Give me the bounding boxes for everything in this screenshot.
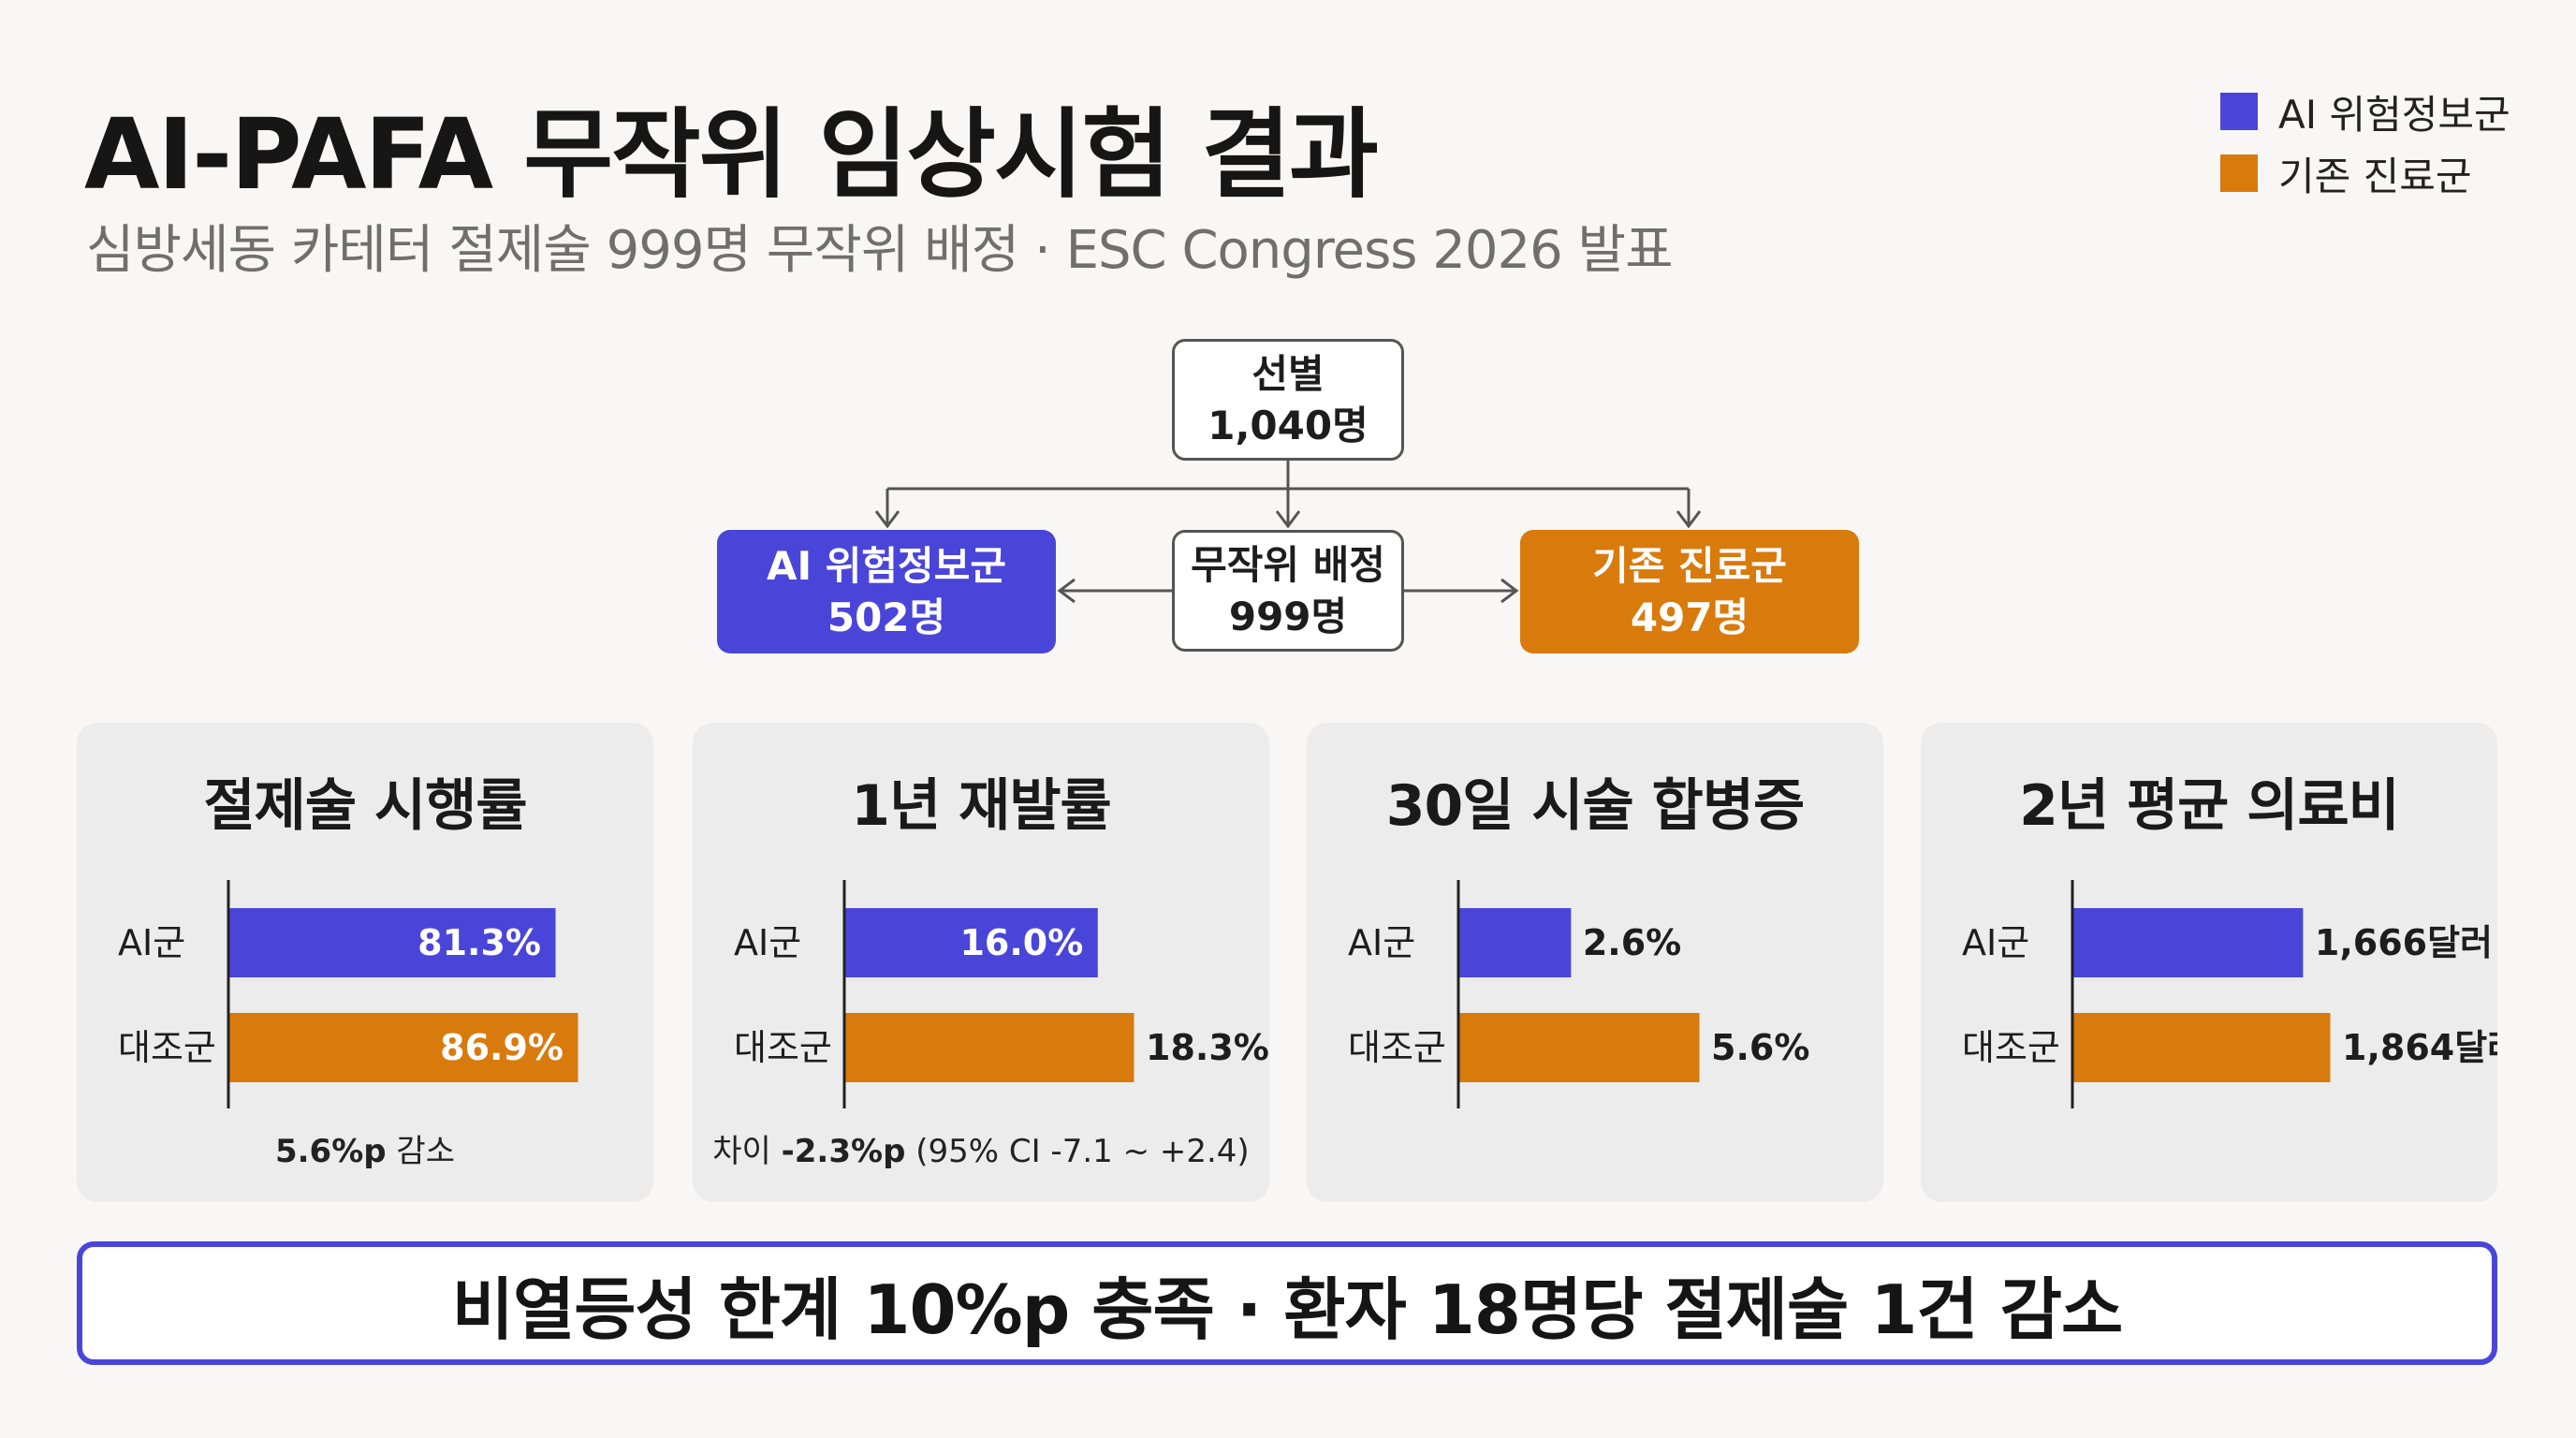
bar (2073, 1013, 2331, 1082)
card-ablation-rate: 절제술 시행률 AI군 81.3% 대조군 86.9% 5.6%p 감소 (77, 723, 653, 1202)
screening-count: 1,040명 (1208, 403, 1368, 448)
bar-chart-recurrence-rate: AI군 16.0% 대조군 18.3% (734, 880, 1269, 1108)
category-label: 대조군 (1348, 1027, 1446, 1068)
legend-swatch-ai (2220, 93, 2258, 130)
flow-connectors (874, 461, 1702, 604)
card-title: 2년 평균 의료비 (2019, 773, 2400, 839)
legend-item-standard: 기존 진료군 (2220, 142, 2510, 204)
value-label: 18.3% (1146, 1027, 1269, 1068)
bar (845, 1013, 1134, 1082)
card-title: 1년 재발률 (851, 773, 1111, 839)
legend-label-ai: AI 위험정보군 (2278, 91, 2510, 138)
randomized-count: 999명 (1228, 594, 1348, 639)
page-subtitle: 심방세동 카테터 절제술 999명 무작위 배정 · ESC Congress … (86, 220, 1674, 281)
note-bold-value: -2.3%p (781, 1133, 906, 1170)
card-note: 차이 -2.3%p (95% CI -7.1 ~ +2.4) (693, 1125, 1269, 1171)
value-label: 16.0% (959, 922, 1083, 963)
card-note: 5.6%p 감소 (77, 1125, 653, 1171)
value-label: 1,666달러 (2315, 922, 2493, 963)
value-label: 5.6% (1711, 1027, 1809, 1068)
arrowhead-standard-down (1676, 510, 1702, 529)
legend-swatch-standard (2220, 154, 2258, 192)
category-label: 대조군 (118, 1027, 216, 1068)
legend: AI 위험정보군 기존 진료군 (2220, 81, 2510, 204)
bar (1459, 908, 1572, 977)
value-label: 86.9% (440, 1027, 564, 1068)
note-prefix: 차이 (712, 1133, 782, 1170)
category-label: AI군 (734, 922, 801, 963)
legend-item-ai: AI 위험정보군 (2220, 81, 2510, 142)
bar (229, 1013, 578, 1082)
note-text: 감소 (386, 1133, 455, 1170)
flow-box-screening: 선별 1,040명 (1172, 339, 1404, 461)
arrowhead-ai-down (874, 510, 900, 529)
arrowhead-random-down (1275, 510, 1301, 529)
arrowhead-standard-right (1500, 578, 1519, 604)
category-label: AI군 (1348, 922, 1415, 963)
bar (2073, 908, 2304, 977)
card-title: 절제술 시행률 (203, 773, 527, 839)
randomized-label: 무작위 배정 (1191, 541, 1385, 588)
flow-box-randomized: 무작위 배정 999명 (1172, 530, 1404, 652)
value-label: 2.6% (1583, 922, 1681, 963)
standard-group-count: 497명 (1630, 594, 1749, 640)
card-title: 30일 시술 합병증 (1385, 773, 1805, 839)
card-recurrence-rate: 1년 재발률 AI군 16.0% 대조군 18.3% 차이 -2.3%p (95% C… (693, 723, 1269, 1202)
note-text: (95% CI -7.1 ~ +2.4) (905, 1133, 1250, 1170)
bar (1459, 1013, 1700, 1082)
category-label: 대조군 (1962, 1027, 2060, 1068)
standard-group-label: 기존 진료군 (1592, 542, 1787, 589)
conclusion-text: 비열등성 한계 10%p 충족 · 환자 18명당 절제술 1건 감소 (451, 1269, 2123, 1349)
flow-box-standard-group: 기존 진료군 497명 (1520, 530, 1859, 653)
value-label: 1,864달러 (2342, 1027, 2497, 1068)
value-label: 81.3% (417, 922, 541, 963)
bar (229, 908, 556, 977)
flow-box-ai-group: AI 위험정보군 502명 (717, 530, 1056, 653)
conclusion-banner: 비열등성 한계 10%p 충족 · 환자 18명당 절제술 1건 감소 (77, 1241, 2497, 1365)
arrowhead-ai-left (1057, 578, 1076, 604)
card-complication-rate: 30일 시술 합병증 AI군 2.6% 대조군 5.6% (1307, 723, 1883, 1202)
bar-chart-ablation-rate: AI군 81.3% 대조군 86.9% (118, 880, 578, 1108)
page-title: AI-PAFA 무작위 임상시험 결과 (84, 97, 1379, 212)
ai-group-count: 502명 (827, 594, 946, 640)
note-bold-value: 5.6%p (274, 1133, 387, 1170)
bar-chart-complication-rate: AI군 2.6% 대조군 5.6% (1348, 880, 1809, 1108)
screening-label: 선별 (1251, 350, 1325, 397)
category-label: AI군 (118, 922, 185, 963)
category-label: AI군 (1962, 922, 2029, 963)
legend-label-standard: 기존 진료군 (2278, 153, 2472, 199)
category-label: 대조군 (734, 1027, 832, 1068)
ai-group-label: AI 위험정보군 (767, 542, 1006, 589)
bar (845, 908, 1098, 977)
